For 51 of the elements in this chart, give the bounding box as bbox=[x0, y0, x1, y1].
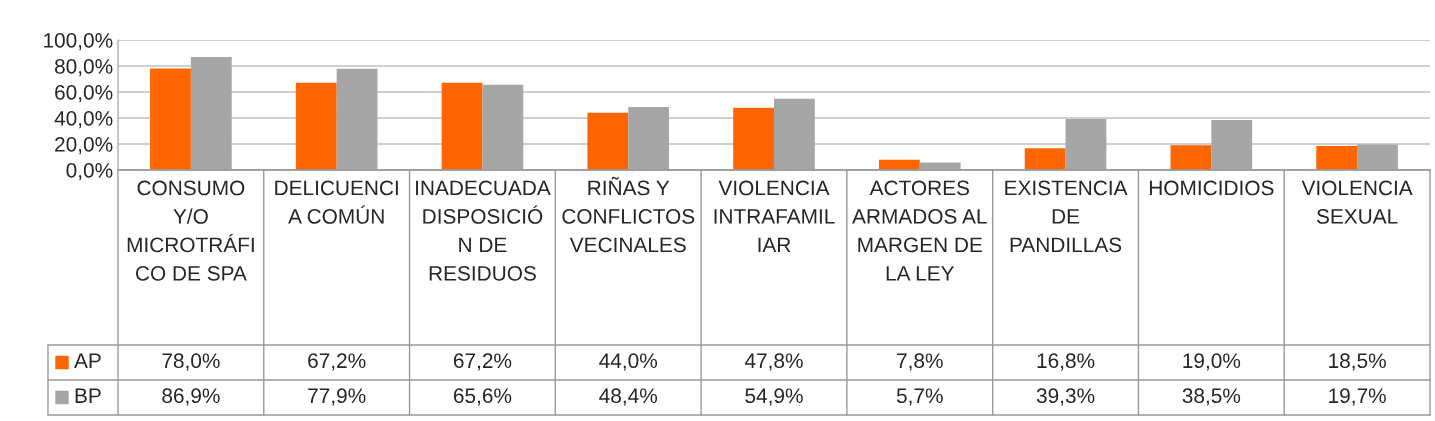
data-label: 67,2% bbox=[308, 353, 366, 371]
y-tick-label: 60,0% bbox=[55, 85, 113, 103]
data-label: 78,0% bbox=[162, 353, 220, 371]
bar bbox=[774, 98, 815, 170]
data-label: 54,9% bbox=[745, 388, 803, 406]
data-label: 65,6% bbox=[453, 388, 512, 406]
data-label: 18,5% bbox=[1329, 353, 1386, 371]
data-label: 19,0% bbox=[1183, 353, 1241, 371]
x-tick-label: EXISTENCIA DE PANDILLAS bbox=[1005, 180, 1128, 253]
bar bbox=[441, 82, 483, 170]
data-label: 39,3% bbox=[1036, 388, 1095, 406]
y-tick-label: 40,0% bbox=[54, 111, 113, 129]
data-label: 44,0% bbox=[599, 353, 658, 371]
x-tick-label: VIOLENCIA INTRAFAMILIAR bbox=[714, 180, 835, 253]
data-label: 86,9% bbox=[162, 388, 220, 406]
data-label: 48,4% bbox=[599, 388, 658, 406]
y-tick-label: 20,0% bbox=[55, 137, 113, 155]
data-label: 19,7% bbox=[1329, 388, 1386, 406]
bar bbox=[1316, 145, 1358, 170]
bar bbox=[336, 68, 378, 170]
bar bbox=[1024, 148, 1066, 170]
bar bbox=[733, 107, 774, 170]
bar bbox=[628, 107, 670, 170]
bar bbox=[1357, 144, 1398, 170]
bar bbox=[1211, 119, 1253, 170]
x-tick-label: HOMICIDIOS bbox=[1149, 180, 1274, 196]
data-label: 7,8% bbox=[897, 353, 943, 371]
bar bbox=[587, 112, 629, 170]
bar bbox=[1170, 145, 1212, 170]
bar bbox=[190, 57, 232, 170]
y-tick-label: 0,0% bbox=[66, 163, 113, 181]
data-label: 67,2% bbox=[453, 353, 512, 371]
bar bbox=[150, 68, 191, 170]
x-tick-label: CONSUMO Y/O MICROTRÁFICO DE SPA bbox=[127, 180, 254, 281]
x-tick-label: DELICUENCIA COMÚN bbox=[275, 180, 398, 224]
x-tick-label: INADECUADA DISPOSICIÓN DE RESIDUOS bbox=[416, 180, 551, 281]
y-tick-label: 80,0% bbox=[54, 59, 113, 77]
legend-label: BP bbox=[75, 388, 101, 403]
x-tick-label: ACTORES ARMADOS AL MARGEN DE LA LEY bbox=[852, 180, 987, 281]
data-label: 5,7% bbox=[896, 388, 943, 406]
bar bbox=[1065, 118, 1107, 170]
data-label: 47,8% bbox=[744, 353, 803, 371]
x-tick-label: RIÑAS Y CONFLICTOS VECINALES bbox=[562, 176, 695, 253]
x-tick-label: VIOLENCIA SEXUAL bbox=[1301, 180, 1413, 224]
bar bbox=[482, 84, 524, 170]
bar bbox=[295, 82, 337, 170]
data-label: 77,9% bbox=[308, 388, 366, 406]
y-tick-label: 100,0% bbox=[44, 33, 113, 51]
data-label: 38,5% bbox=[1182, 388, 1241, 406]
data-label: 16,8% bbox=[1037, 353, 1095, 371]
legend-label: AP bbox=[74, 353, 101, 368]
